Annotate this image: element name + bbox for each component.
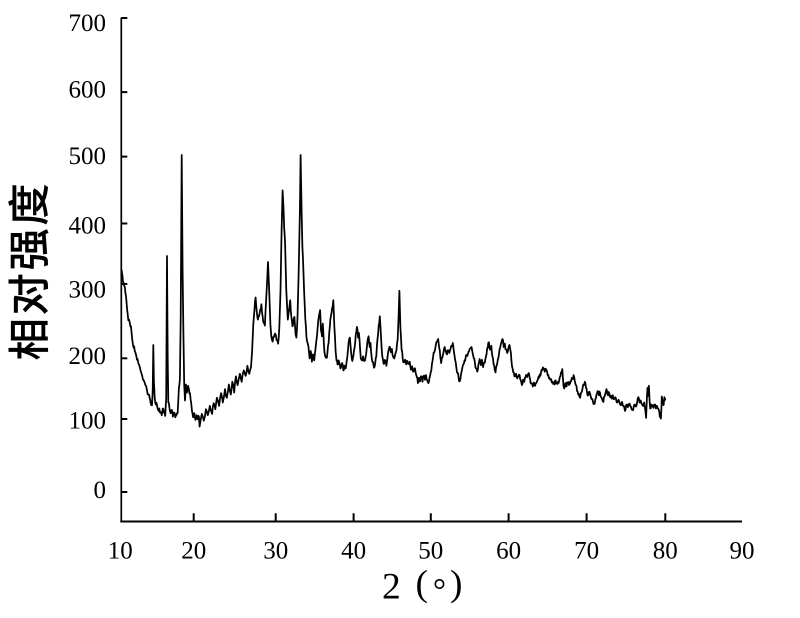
svg-text:400: 400 [69,212,107,239]
svg-text:700: 700 [69,10,107,37]
svg-text:70: 70 [574,538,599,565]
svg-text:10: 10 [108,538,133,565]
svg-text:40: 40 [341,538,366,565]
svg-text:2: 2 [382,566,401,607]
svg-text:(: ( [416,563,429,604]
svg-text:°: ° [433,573,446,609]
svg-text:60: 60 [496,538,521,565]
svg-text:): ) [450,563,463,604]
svg-text:20: 20 [181,538,206,565]
svg-text:0: 0 [94,477,107,504]
svg-text:200: 200 [69,343,107,370]
svg-text:500: 500 [69,143,107,170]
svg-text:90: 90 [730,538,755,565]
svg-text:600: 600 [69,77,107,104]
svg-text:100: 100 [69,407,107,434]
svg-text:80: 80 [653,538,678,565]
svg-text:300: 300 [69,276,107,303]
svg-text:30: 30 [263,538,288,565]
svg-text:50: 50 [418,538,443,565]
